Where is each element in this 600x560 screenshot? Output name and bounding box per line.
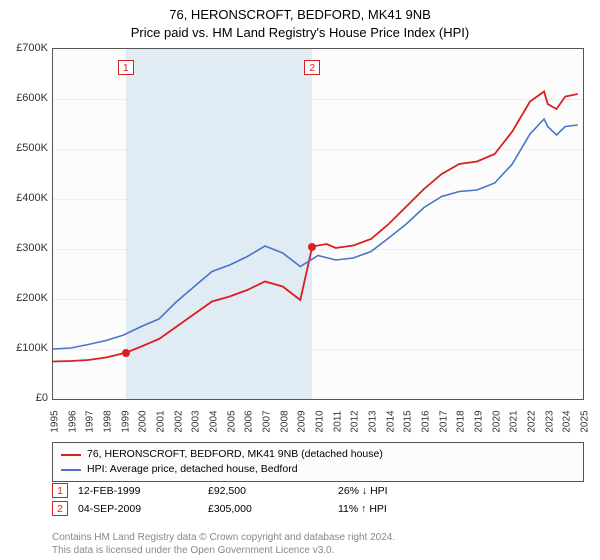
sale-price-1: £92,500 <box>208 485 328 497</box>
sale-date-2: 04-SEP-2009 <box>78 503 198 515</box>
sale-dot-1 <box>122 349 130 357</box>
sale-date-1: 12-FEB-1999 <box>78 485 198 497</box>
x-tick-label: 2024 <box>562 410 573 432</box>
sale-price-2: £305,000 <box>208 503 328 515</box>
y-tick-label: £200K <box>4 292 48 304</box>
legend: 76, HERONSCROFT, BEDFORD, MK41 9NB (deta… <box>52 442 584 482</box>
legend-label-property: 76, HERONSCROFT, BEDFORD, MK41 9NB (deta… <box>87 447 383 462</box>
x-tick-label: 2019 <box>474 410 485 432</box>
legend-label-hpi: HPI: Average price, detached house, Bedf… <box>87 462 298 477</box>
x-tick-label: 2014 <box>385 410 396 432</box>
x-tick-label: 1998 <box>103 410 114 432</box>
x-tick-label: 2010 <box>315 410 326 432</box>
sale-marker-2: 2 <box>304 60 320 75</box>
attribution-line2: This data is licensed under the Open Gov… <box>52 545 584 558</box>
x-tick-label: 2008 <box>279 410 290 432</box>
x-tick-label: 2004 <box>209 410 220 432</box>
series-line-property <box>53 92 578 362</box>
y-tick-label: £600K <box>4 92 48 104</box>
sale-marker-1: 1 <box>118 60 134 75</box>
x-tick-label: 2023 <box>544 410 555 432</box>
x-tick-label: 2016 <box>421 410 432 432</box>
x-tick-label: 2025 <box>580 410 591 432</box>
y-tick-label: £500K <box>4 142 48 154</box>
title-address: 76, HERONSCROFT, BEDFORD, MK41 9NB <box>0 6 600 24</box>
x-tick-label: 2013 <box>368 410 379 432</box>
y-tick-label: £100K <box>4 342 48 354</box>
chart-plot-area: 12 <box>52 48 584 400</box>
x-tick-label: 2009 <box>297 410 308 432</box>
sale-delta-1: 26% ↓ HPI <box>338 485 458 497</box>
sale-dot-2 <box>308 243 316 251</box>
legend-swatch-property <box>61 454 81 456</box>
sale-tag-2: 2 <box>52 501 68 516</box>
sales-table: 1 12-FEB-1999 £92,500 26% ↓ HPI 2 04-SEP… <box>52 480 584 516</box>
x-tick-label: 2022 <box>527 410 538 432</box>
title-subtitle: Price paid vs. HM Land Registry's House … <box>0 24 600 42</box>
x-tick-label: 1997 <box>85 410 96 432</box>
x-tick-label: 2020 <box>491 410 502 432</box>
x-tick-label: 2001 <box>156 410 167 432</box>
attribution: Contains HM Land Registry data © Crown c… <box>52 532 584 557</box>
series-line-hpi <box>53 119 578 349</box>
sale-delta-2: 11% ↑ HPI <box>338 503 458 515</box>
y-tick-label: £400K <box>4 192 48 204</box>
y-tick-label: £700K <box>4 42 48 54</box>
y-tick-label: £300K <box>4 242 48 254</box>
x-tick-label: 2002 <box>173 410 184 432</box>
x-tick-label: 2015 <box>403 410 414 432</box>
x-tick-label: 2003 <box>191 410 202 432</box>
attribution-line1: Contains HM Land Registry data © Crown c… <box>52 532 584 545</box>
x-tick-label: 1999 <box>120 410 131 432</box>
legend-swatch-hpi <box>61 469 81 471</box>
x-tick-label: 1996 <box>67 410 78 432</box>
sale-tag-1: 1 <box>52 483 68 498</box>
x-tick-label: 2007 <box>262 410 273 432</box>
x-tick-label: 2018 <box>456 410 467 432</box>
x-tick-label: 2021 <box>509 410 520 432</box>
x-tick-label: 2006 <box>244 410 255 432</box>
x-tick-label: 2000 <box>138 410 149 432</box>
y-tick-label: £0 <box>4 392 48 404</box>
x-tick-label: 2012 <box>350 410 361 432</box>
x-tick-label: 1995 <box>50 410 61 432</box>
x-tick-label: 2017 <box>438 410 449 432</box>
x-tick-label: 2005 <box>226 410 237 432</box>
x-tick-label: 2011 <box>332 411 343 433</box>
